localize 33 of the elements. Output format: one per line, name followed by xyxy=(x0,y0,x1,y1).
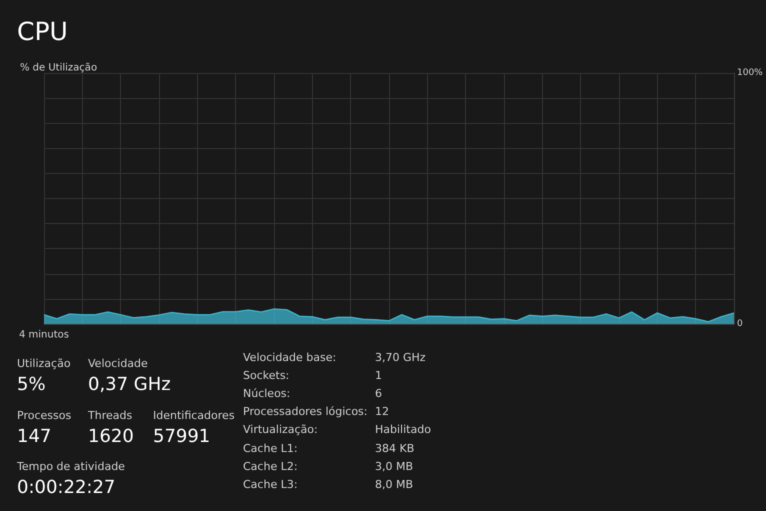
text: Identificadores xyxy=(153,409,235,422)
text: 1 xyxy=(375,369,382,382)
text: 5% xyxy=(17,374,46,395)
text: Processadores lógicos: xyxy=(243,405,368,418)
text: 8,0 MB xyxy=(375,478,414,491)
text: Cache L1: xyxy=(243,442,298,454)
y-axis-title: % de Utilização xyxy=(20,62,98,74)
text: 12 xyxy=(375,405,389,418)
text: 57991 xyxy=(153,426,210,447)
text: Velocidade base: xyxy=(243,351,336,364)
text: Processos xyxy=(17,409,72,422)
text: 6 xyxy=(375,387,382,400)
text: Núcleos: xyxy=(243,387,290,400)
text: Threads xyxy=(88,409,132,422)
text: 147 xyxy=(17,426,52,447)
text: Cache L2: xyxy=(243,460,298,473)
y-tick-label: 0 xyxy=(737,319,743,329)
text: Sockets: xyxy=(243,369,290,382)
text: 384 KB xyxy=(375,442,414,454)
text: 3,70 GHz xyxy=(375,351,426,364)
text: Virtualização: xyxy=(243,423,318,436)
text: 0,37 GHz xyxy=(88,374,171,395)
text: Utilização xyxy=(17,357,71,370)
text: Habilitado xyxy=(375,423,431,436)
x-tick-label: 4 minutos xyxy=(19,330,69,340)
text: Tempo de atividade xyxy=(17,460,125,473)
text: 0:00:22:27 xyxy=(17,477,116,498)
text: 3,0 MB xyxy=(375,460,414,473)
text: Cache L3: xyxy=(243,478,298,491)
chart-title: CPU xyxy=(17,17,68,46)
text: Velocidade xyxy=(88,357,148,370)
text: 1620 xyxy=(88,426,134,447)
y-tick-label: 100% xyxy=(737,68,764,78)
